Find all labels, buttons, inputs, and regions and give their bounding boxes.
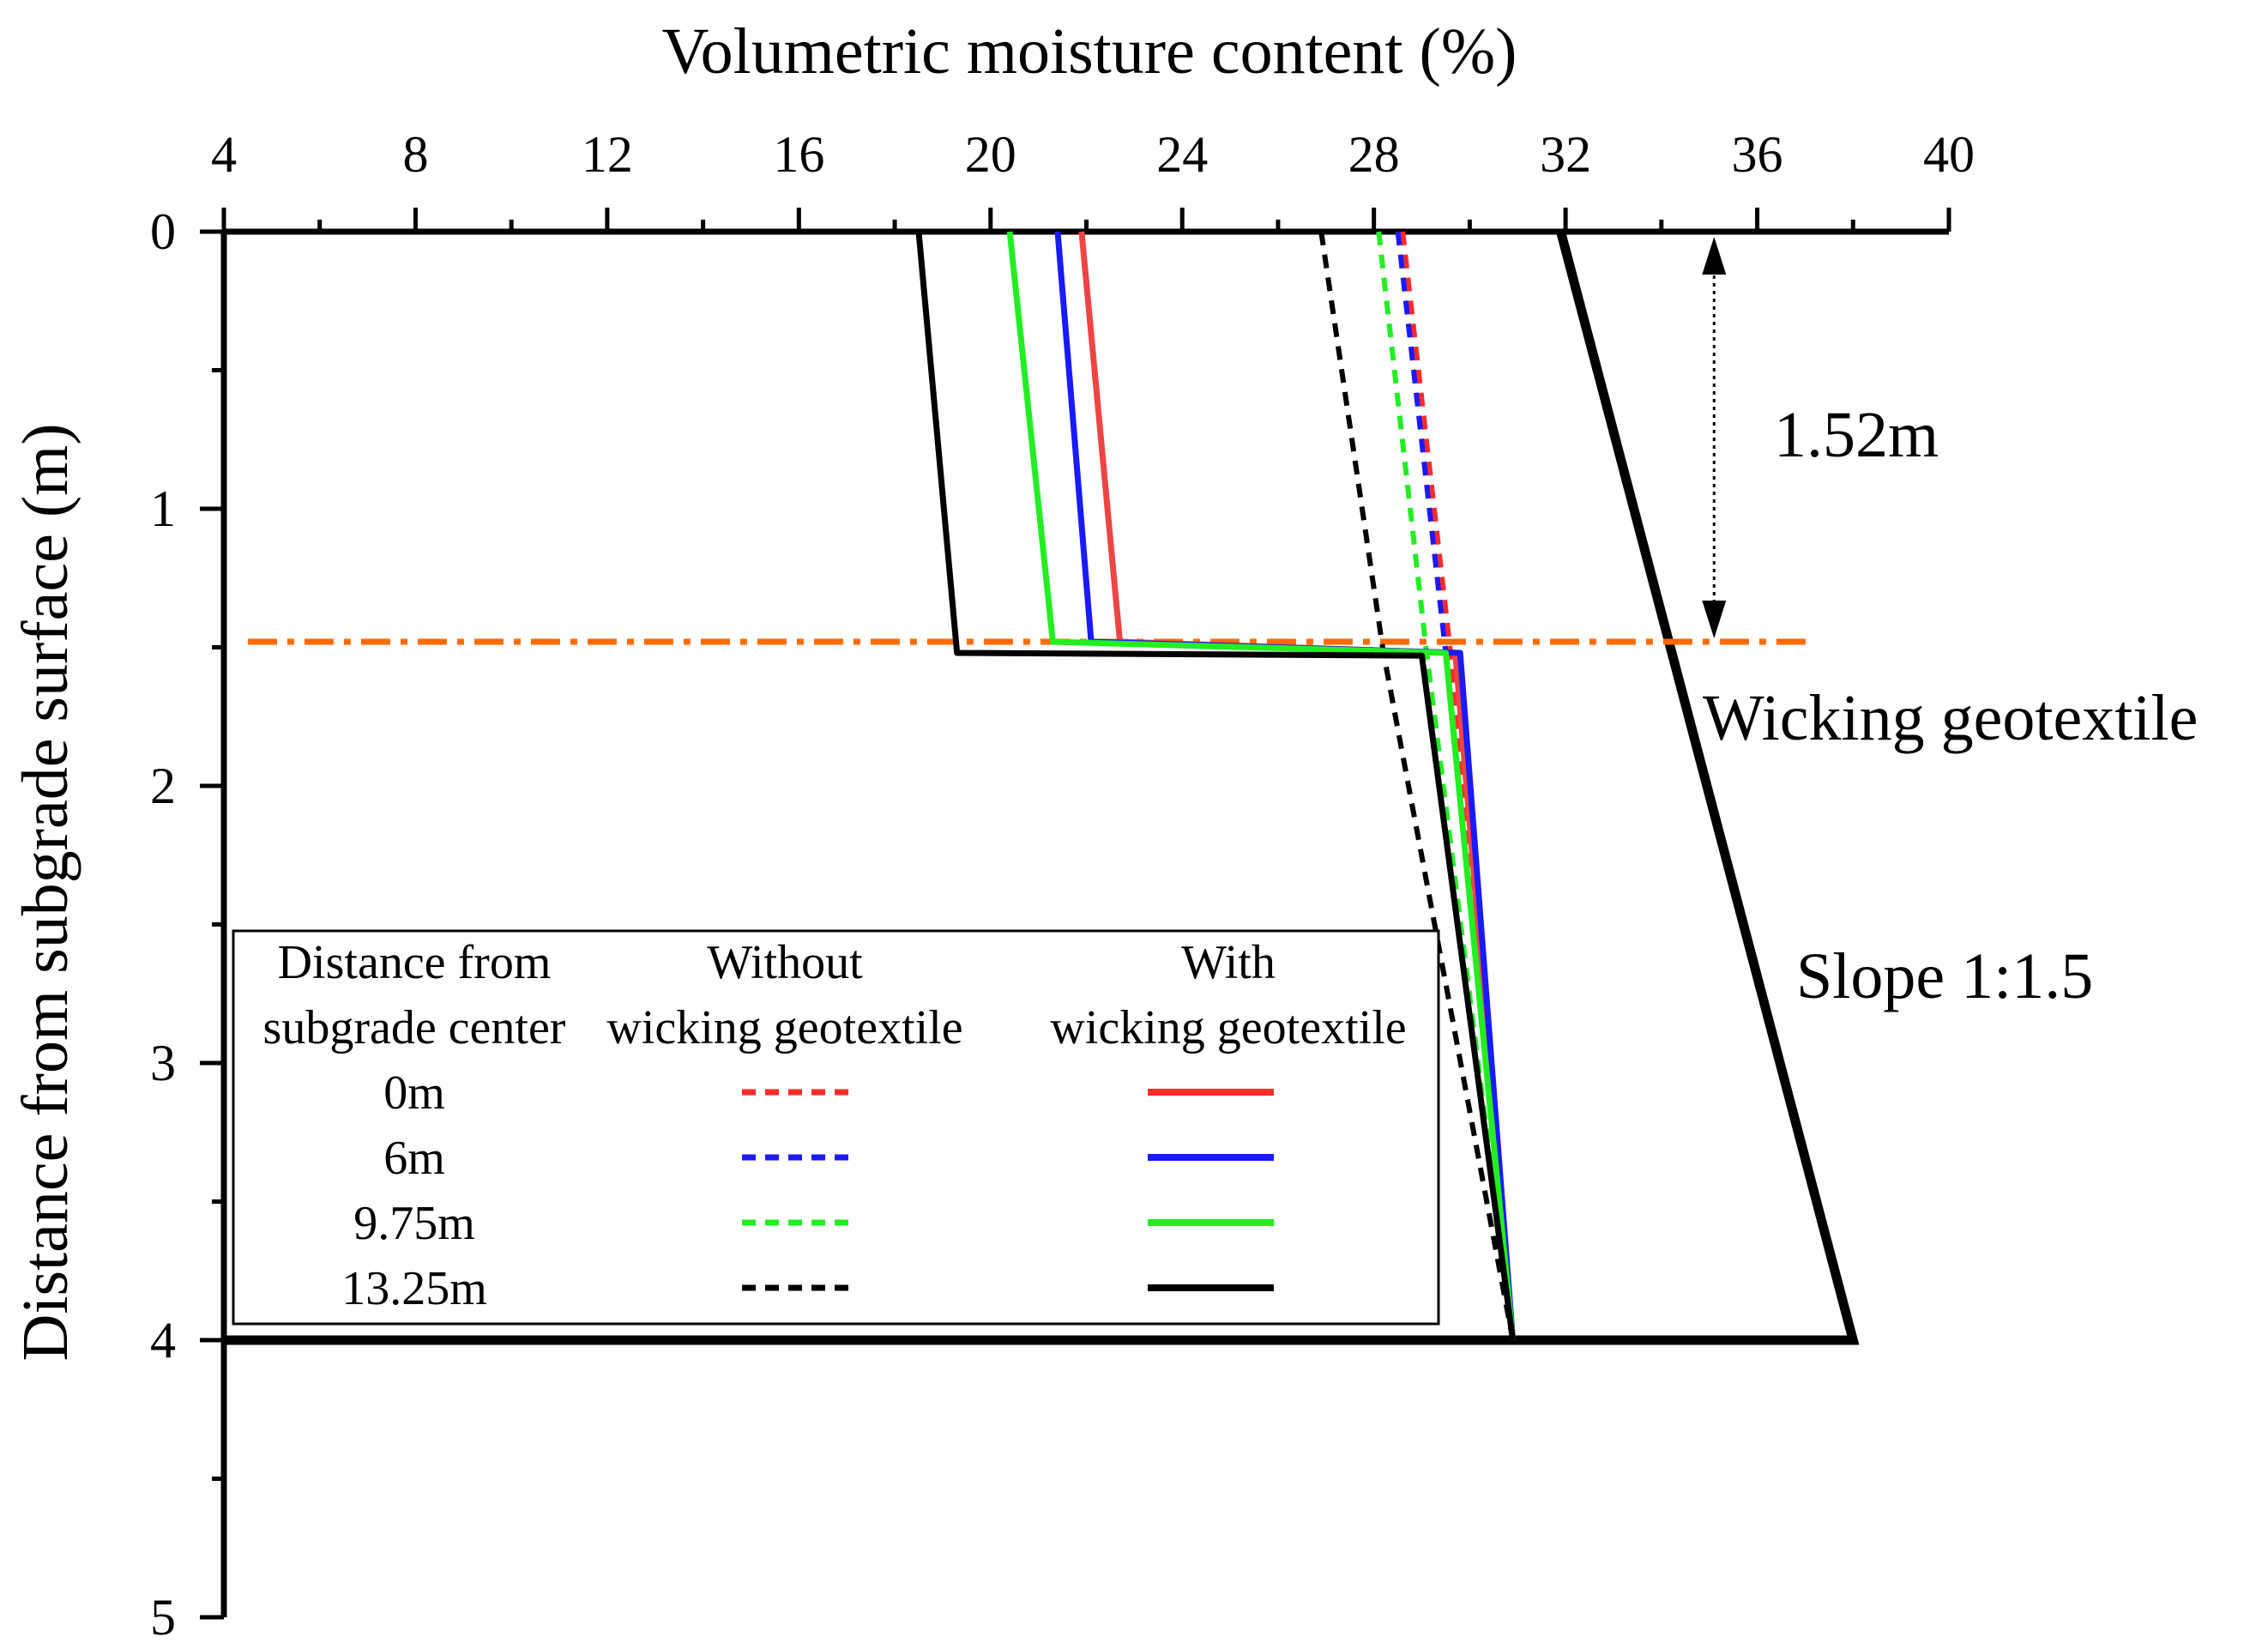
x-axis-title: Volumetric moisture content (%) [662, 15, 1517, 88]
legend-header: wicking geotextile [606, 1001, 962, 1054]
series-line [1006, 231, 1517, 1341]
x-tick-label: 16 [773, 126, 824, 183]
x-tick-label: 12 [582, 126, 633, 183]
x-tick-label: 24 [1156, 126, 1208, 183]
y-tick-label: 0 [150, 203, 176, 260]
y-tick-label: 1 [150, 480, 176, 537]
legend-row-label: 0m [383, 1066, 445, 1120]
subgrade-slope-outline [224, 230, 1860, 1345]
series-layer [224, 230, 1860, 1345]
geotextile-annotation: Wicking geotextile [1703, 682, 2198, 754]
x-tick-label: 8 [402, 126, 428, 183]
x-tick-label: 28 [1348, 126, 1400, 183]
dimension-arrow-down [1702, 601, 1727, 639]
x-tick-label: 20 [965, 126, 1016, 183]
x-tick-label: 40 [1923, 126, 1975, 183]
y-tick-label: 4 [150, 1312, 176, 1368]
legend-header: wicking geotextile [1050, 1001, 1406, 1054]
y-tick-label: 3 [150, 1035, 176, 1091]
legend: Distance from subgrade center Without wicki… [232, 929, 1440, 1326]
slope-annotation: Slope 1:1.5 [1796, 940, 2093, 1012]
depth-annotation: 1.52m [1774, 399, 1939, 471]
legend-row-label: 9.75m [353, 1197, 475, 1250]
x-tick-label: 36 [1732, 126, 1783, 183]
legend-header: Without [707, 936, 863, 989]
legend-row-label: 6m [383, 1132, 445, 1185]
x-tick-label: 4 [211, 126, 237, 183]
y-tick-label: 2 [150, 758, 176, 814]
dimension-arrow-up [1702, 237, 1727, 275]
legend-header: subgrade center [263, 1001, 566, 1054]
y-tick-label: 5 [150, 1589, 176, 1643]
series-line [915, 231, 1517, 1341]
y-axis-title: Distance from subgrade surface (m) [9, 423, 81, 1361]
legend-header: With [1181, 936, 1276, 989]
x-tick-label: 32 [1540, 126, 1591, 183]
annotation-layer: 1.52m Wicking geotextile Slope 1:1.5 [1702, 237, 2198, 1012]
legend-box [232, 929, 1440, 1326]
legend-header: Distance from [278, 936, 552, 989]
legend-row-label: 13.25m [341, 1262, 487, 1315]
